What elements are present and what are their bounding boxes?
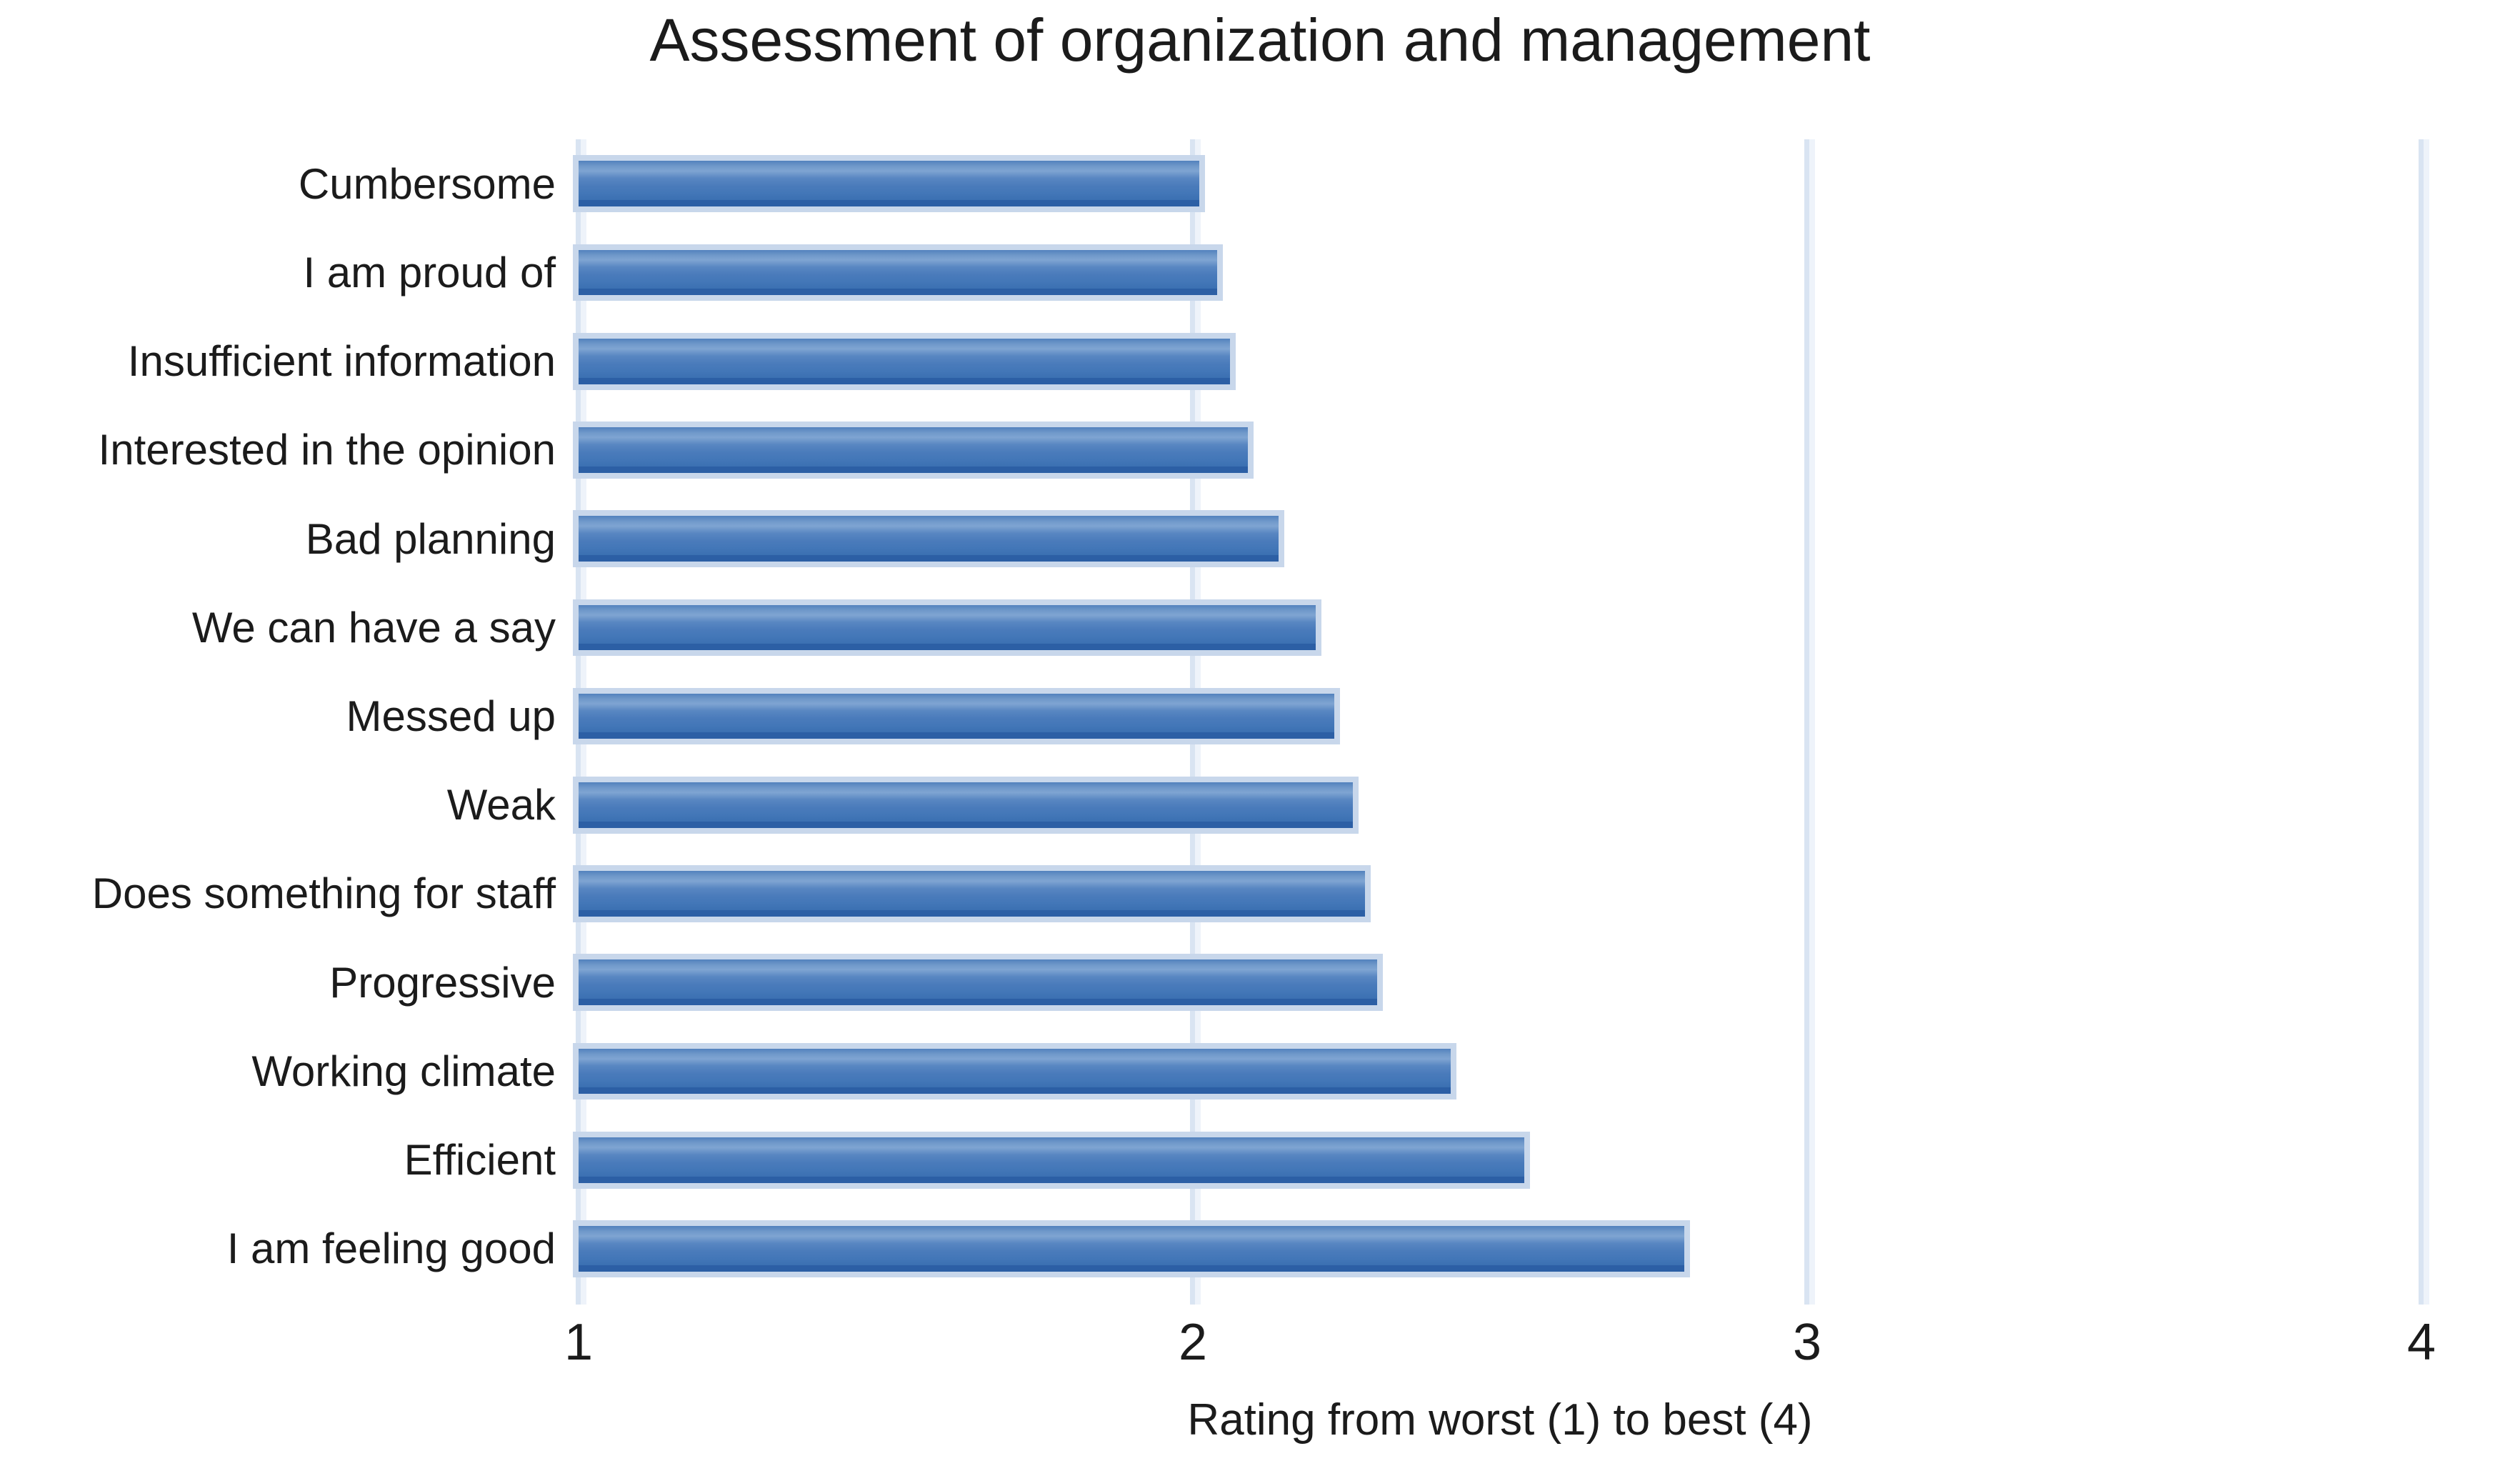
x-tick-label-3: 3 bbox=[1792, 1314, 1822, 1371]
bar-row-efficient bbox=[579, 1116, 2421, 1205]
bar-does-something-for-staff bbox=[579, 871, 1365, 917]
bar-row-i-am-feeling-good bbox=[579, 1205, 2421, 1293]
gridline-x-3 bbox=[1804, 139, 1815, 1305]
category-label-efficient: Efficient bbox=[404, 1136, 556, 1185]
category-axis-labels: Cumbersome I am proud of Insufficient info… bbox=[0, 139, 556, 1293]
category-label-progressive: Progressive bbox=[329, 958, 556, 1007]
category-label-insufficient-information: Insufficient information bbox=[127, 337, 556, 386]
category-label-does-something-for-staff: Does something for staff bbox=[91, 869, 556, 918]
gridline-x-4 bbox=[2419, 139, 2429, 1305]
category-label-weak: Weak bbox=[446, 781, 556, 829]
category-label-i-am-feeling-good: I am feeling good bbox=[226, 1225, 556, 1273]
bar-row-interested-in-the-opinion bbox=[579, 406, 2421, 494]
category-label-interested-in-the-opinion: Interested in the opinion bbox=[98, 426, 556, 474]
chart-title: Assessment of organization and managemen… bbox=[649, 6, 1871, 74]
x-tick-label-1: 1 bbox=[564, 1314, 594, 1371]
bar-row-messed-up bbox=[579, 672, 2421, 760]
x-tick-label-4: 4 bbox=[2406, 1314, 2436, 1371]
x-tick-label-2: 2 bbox=[1178, 1314, 1208, 1371]
bar-row-does-something-for-staff bbox=[579, 849, 2421, 938]
bar-progressive bbox=[579, 959, 1377, 1006]
bar-i-am-proud-of bbox=[579, 249, 1218, 296]
bar-interested-in-the-opinion bbox=[579, 427, 1249, 473]
x-axis-ticks: 1 2 3 4 bbox=[564, 1313, 2436, 1381]
category-label-messed-up: Messed up bbox=[346, 692, 556, 740]
category-label-working-climate: Working climate bbox=[251, 1047, 556, 1095]
bar-row-progressive bbox=[579, 938, 2421, 1027]
bar-efficient bbox=[579, 1137, 1525, 1183]
bar-row-i-am-proud-of bbox=[579, 228, 2421, 316]
bar-i-am-feeling-good bbox=[579, 1226, 1684, 1272]
category-label-cumbersome: Cumbersome bbox=[298, 159, 556, 208]
bar-weak bbox=[579, 782, 1353, 828]
x-axis-label: Rating from worst (1) to best (4) bbox=[1187, 1395, 1813, 1445]
bar-working-climate bbox=[579, 1048, 1451, 1094]
bar-row-cumbersome bbox=[579, 139, 2421, 228]
bar-bad-planning bbox=[579, 516, 1279, 562]
bar-insufficient-information bbox=[579, 338, 1230, 384]
bar-row-we-can-have-a-say bbox=[579, 583, 2421, 672]
bar-we-can-have-a-say bbox=[579, 604, 1316, 651]
bar-messed-up bbox=[579, 693, 1334, 739]
plot-area bbox=[579, 139, 2421, 1293]
bar-row-working-climate bbox=[579, 1027, 2421, 1115]
category-label-bad-planning: Bad planning bbox=[305, 514, 556, 563]
bar-cumbersome bbox=[579, 161, 1199, 207]
bar-row-insufficient-information bbox=[579, 316, 2421, 405]
bar-row-bad-planning bbox=[579, 494, 2421, 583]
category-label-i-am-proud-of: I am proud of bbox=[303, 248, 556, 296]
bar-row-weak bbox=[579, 761, 2421, 849]
category-label-we-can-have-a-say: We can have a say bbox=[191, 603, 556, 652]
